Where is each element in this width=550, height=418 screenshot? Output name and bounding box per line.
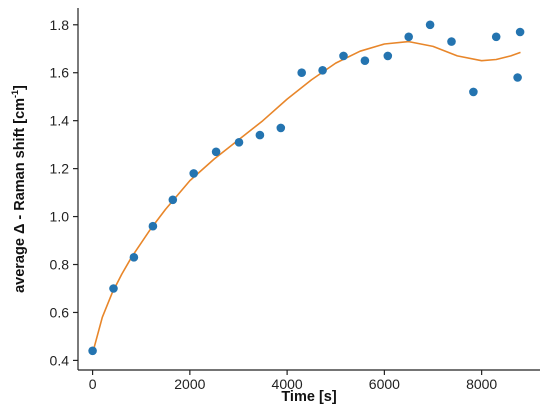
data-point (109, 284, 118, 293)
y-axis-title-superscript: -1 (10, 90, 20, 98)
y-tick-label: 0.6 (50, 304, 70, 320)
fit-line (91, 40, 521, 354)
plot-area (88, 20, 525, 356)
data-point (148, 221, 158, 231)
data-point (234, 138, 244, 147)
data-point (297, 68, 307, 77)
data-point (491, 32, 501, 42)
data-point (383, 51, 393, 61)
x-tick-label: 2000 (174, 376, 205, 392)
y-tick-label: 1.2 (50, 161, 70, 177)
data-point (318, 66, 327, 75)
y-ticks: 0.4 0.6 0.8 1.0 1.2 1.4 1.6 1.8 (50, 17, 78, 368)
y-tick-label: 1.8 (50, 17, 70, 33)
y-axis-title-end: ] (12, 85, 28, 90)
data-point (515, 27, 525, 37)
data-point (425, 20, 435, 30)
x-ticks: 0 2000 4000 6000 8000 (89, 370, 497, 392)
data-point (447, 37, 456, 46)
y-axis-title-main: average Δ - Raman shift [cm (12, 98, 28, 293)
data-point (255, 130, 265, 140)
y-tick-label: 1.4 (50, 113, 70, 129)
data-point (339, 51, 348, 61)
y-tick-label: 1.0 (50, 209, 70, 225)
x-tick-label: 4000 (272, 376, 303, 392)
axes (77, 8, 540, 371)
data-point (129, 252, 139, 262)
y-axis-title: average Δ - Raman shift [cm-1] (10, 85, 28, 293)
data-point (404, 32, 414, 42)
y-tick-label: 0.8 (50, 257, 70, 273)
x-tick-label: 8000 (466, 376, 497, 392)
data-point (360, 56, 370, 65)
x-tick-label: 6000 (369, 376, 400, 392)
data-point (88, 346, 97, 356)
data-point (469, 87, 478, 97)
data-point (189, 169, 198, 178)
data-point (168, 195, 178, 205)
data-point (211, 147, 221, 157)
data-point (276, 123, 286, 133)
y-tick-label: 1.6 (50, 65, 70, 81)
y-tick-label: 0.4 (50, 352, 70, 368)
x-axis-title: Time [s] (281, 389, 337, 405)
x-tick-label: 0 (89, 376, 97, 392)
data-point (513, 73, 522, 82)
